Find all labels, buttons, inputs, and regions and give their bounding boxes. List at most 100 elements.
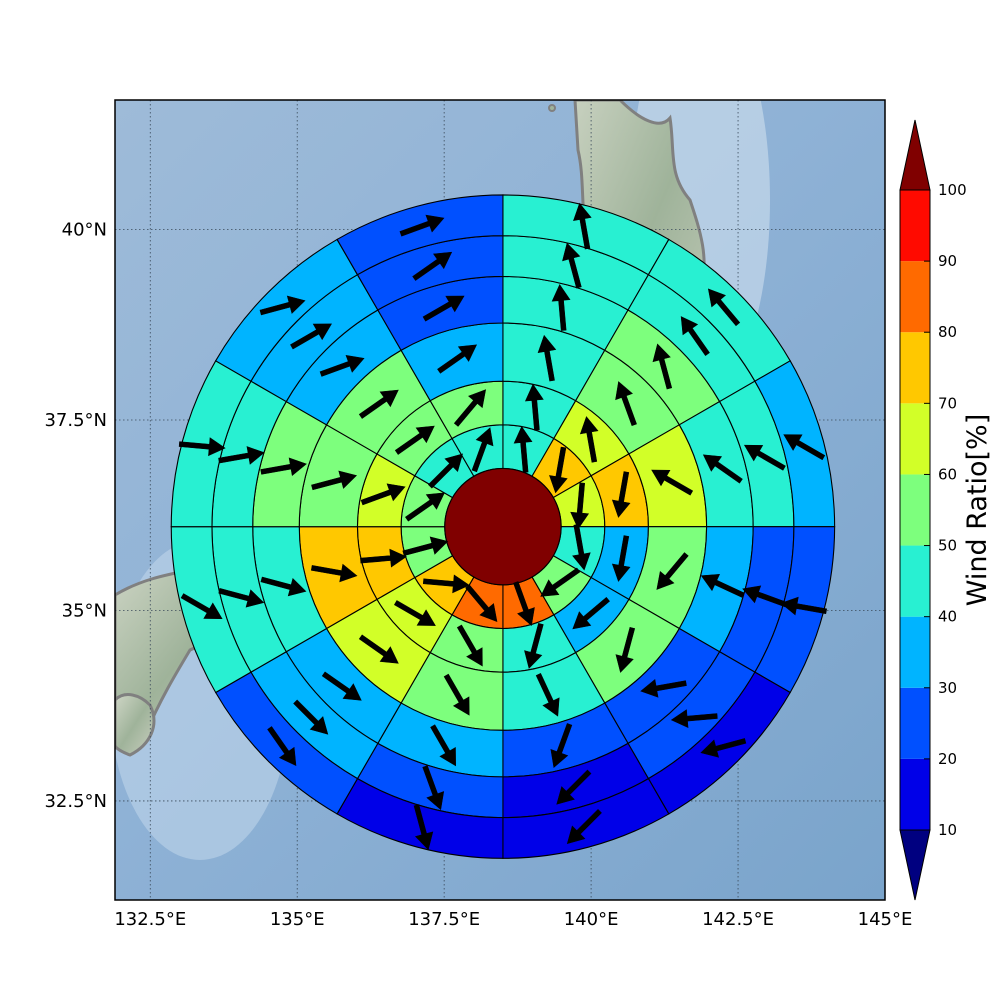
wind-arrow-shape (783, 434, 826, 461)
wind-arrow (259, 295, 306, 316)
wind-arrow-shape (290, 323, 332, 350)
wind-arrow (321, 671, 362, 701)
lon-tick-label: 140°E (564, 909, 619, 930)
wind-arrow-shape (702, 454, 743, 484)
wind-arrow (651, 469, 694, 496)
wind-arrow (656, 552, 689, 590)
wind-arrow-shape (524, 383, 544, 431)
wind-arrow (615, 381, 637, 427)
lon-tick-label: 132.5°E (114, 909, 186, 930)
lon-tick-label: 142.5°E (702, 909, 774, 930)
wind-arrow (743, 444, 786, 471)
wind-arrow (465, 584, 498, 622)
lon-tick-label: 145°E (858, 909, 913, 930)
colorbar-label: Wind Ratio[%] (962, 414, 993, 606)
colorbar-tick-label: 90 (938, 252, 957, 270)
wind-arrow-shape (537, 334, 557, 382)
lat-tick-label: 32.5°N (44, 791, 107, 812)
wind-arrow-shape (293, 699, 329, 735)
wind-arrow (422, 574, 470, 594)
lat-tick-label: 37.5°N (44, 410, 107, 431)
wind-arrow (537, 334, 557, 382)
wind-arrow (260, 457, 307, 477)
wind-arrow-shape (453, 389, 487, 427)
wind-arrow (437, 344, 478, 374)
wind-arrow-shape (310, 563, 358, 583)
colorbar-frame (899, 189, 931, 831)
wind-arrow-shape (551, 284, 571, 331)
colorbar-segment (900, 545, 930, 617)
wind-arrow-shape (321, 671, 362, 701)
wind-arrow-shape (437, 344, 478, 374)
wind-arrow (611, 535, 631, 582)
sector-cell (336, 194, 504, 276)
wind-arrow (443, 673, 470, 716)
wind-arrow (652, 343, 673, 390)
wind-arrow (402, 536, 449, 557)
wind-arrow-shape (513, 425, 533, 473)
wind-arrow-shape (267, 726, 297, 767)
wind-arrow-shape (640, 679, 687, 698)
wind-arrow (549, 446, 568, 494)
wind-arrow-shape (413, 804, 434, 851)
colorbar-tick-label: 40 (938, 608, 957, 626)
wind-arrow (573, 202, 592, 250)
latitude-tick-labels: 32.5°N 35°N 37.5°N 40°N (44, 220, 107, 812)
wind-arrow-shape (573, 202, 592, 250)
wind-arrow (319, 355, 365, 377)
colorbar-tick-label: 100 (938, 181, 967, 199)
map-area (115, 100, 885, 900)
landmass-kyushu-edge (115, 693, 156, 757)
wind-arrow (358, 634, 399, 664)
wind-arrow (556, 769, 592, 805)
colorbar-over-extension (899, 119, 931, 191)
wind-arrow-shape (443, 673, 470, 716)
colorbar-tick-label: 10 (938, 821, 957, 839)
wind-arrow (670, 709, 718, 728)
colorbar-segment (900, 616, 930, 688)
wind-arrow-shape (393, 600, 436, 626)
wind-arrow-shape (399, 214, 445, 237)
lat-tick-label: 40°N (62, 220, 107, 241)
wind-arrow-shape (615, 626, 636, 673)
colorbar-tick-label: 30 (938, 679, 957, 697)
wind-arrow-shape (562, 242, 582, 289)
wind-arrow (572, 524, 591, 571)
wind-arrow-shape (430, 724, 456, 767)
longitude-tick-labels: 132.5°E 135°E 137.5°E 140°E 142.5°E 145°E (114, 909, 912, 930)
wind-arrow (579, 416, 599, 463)
map-frame (114, 99, 886, 901)
lat-tick-label: 35°N (62, 600, 107, 621)
colorbar-segment (900, 403, 930, 475)
wind-arrow-shape (780, 596, 828, 616)
polar-sector-grid (170, 194, 836, 859)
wind-arrow-shape (422, 574, 470, 594)
wind-arrow (399, 214, 445, 237)
wind-arrow (524, 622, 544, 669)
wind-arrow (293, 699, 329, 735)
wind-arrow-shape (615, 381, 637, 427)
wind-arrow (513, 581, 535, 627)
wind-arrow (550, 723, 573, 768)
wind-arrow-shape (680, 316, 710, 356)
wind-arrow-shape (579, 416, 599, 463)
wind-arrow-shape (180, 593, 223, 619)
wind-arrow-shape (405, 492, 445, 522)
wind-arrow (640, 679, 687, 698)
wind-arrow-shape (611, 535, 631, 582)
wind-arrow (551, 284, 571, 331)
lon-tick-label: 137.5°E (408, 909, 480, 930)
colorbar-under-extension (899, 829, 931, 901)
wind-arrow-shape (427, 453, 463, 489)
wind-arrow (453, 389, 487, 427)
wind-arrow (178, 437, 226, 457)
colorbar: 10 20 30 40 50 60 70 80 90 100 (899, 119, 967, 901)
wind-arrow-shape (550, 723, 573, 768)
wind-arrow (422, 765, 445, 811)
wind-arrow-shape (651, 469, 694, 496)
center-cell (444, 467, 562, 586)
colorbar-segment (900, 474, 930, 546)
wind-arrow (427, 453, 463, 489)
wind-arrow-shape (566, 808, 602, 845)
